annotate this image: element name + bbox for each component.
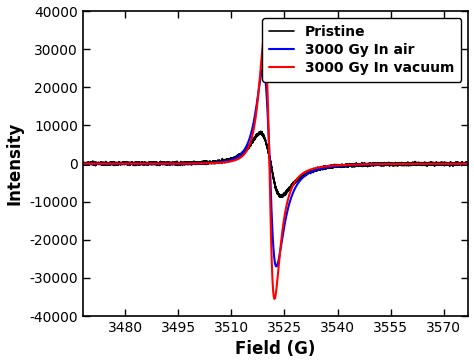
Pristine: [258, 129, 264, 134]
3000 Gy In vacuum: [308, 167, 314, 171]
3000 Gy In air: [366, 162, 372, 167]
3000 Gy In air: [99, 162, 105, 166]
3000 Gy In air: [465, 162, 471, 166]
3000 Gy In air: [308, 170, 314, 174]
3000 Gy In air: [219, 160, 225, 164]
3000 Gy In air: [325, 165, 331, 170]
Y-axis label: Intensity: Intensity: [6, 122, 24, 205]
3000 Gy In vacuum: [386, 162, 392, 166]
Pristine: [99, 161, 105, 166]
3000 Gy In air: [386, 162, 392, 166]
3000 Gy In air: [260, 66, 266, 70]
3000 Gy In vacuum: [261, 36, 267, 40]
Pristine: [325, 165, 331, 169]
Pristine: [280, 195, 285, 199]
3000 Gy In vacuum: [99, 161, 105, 166]
X-axis label: Field (G): Field (G): [236, 340, 316, 359]
Pristine: [386, 163, 392, 167]
3000 Gy In vacuum: [80, 161, 86, 166]
Line: Pristine: Pristine: [83, 131, 468, 197]
Line: 3000 Gy In air: 3000 Gy In air: [83, 68, 468, 266]
Pristine: [80, 161, 86, 165]
Line: 3000 Gy In vacuum: 3000 Gy In vacuum: [83, 38, 468, 299]
3000 Gy In vacuum: [366, 162, 372, 166]
Pristine: [219, 161, 225, 165]
3000 Gy In air: [273, 264, 279, 269]
3000 Gy In vacuum: [465, 162, 471, 166]
3000 Gy In vacuum: [325, 164, 331, 168]
3000 Gy In vacuum: [272, 297, 277, 301]
Pristine: [465, 160, 471, 165]
3000 Gy In vacuum: [219, 161, 225, 165]
3000 Gy In air: [80, 162, 86, 166]
Pristine: [366, 162, 372, 167]
Legend: Pristine, 3000 Gy In air, 3000 Gy In vacuum: Pristine, 3000 Gy In air, 3000 Gy In vac…: [262, 18, 462, 82]
Pristine: [308, 169, 314, 173]
